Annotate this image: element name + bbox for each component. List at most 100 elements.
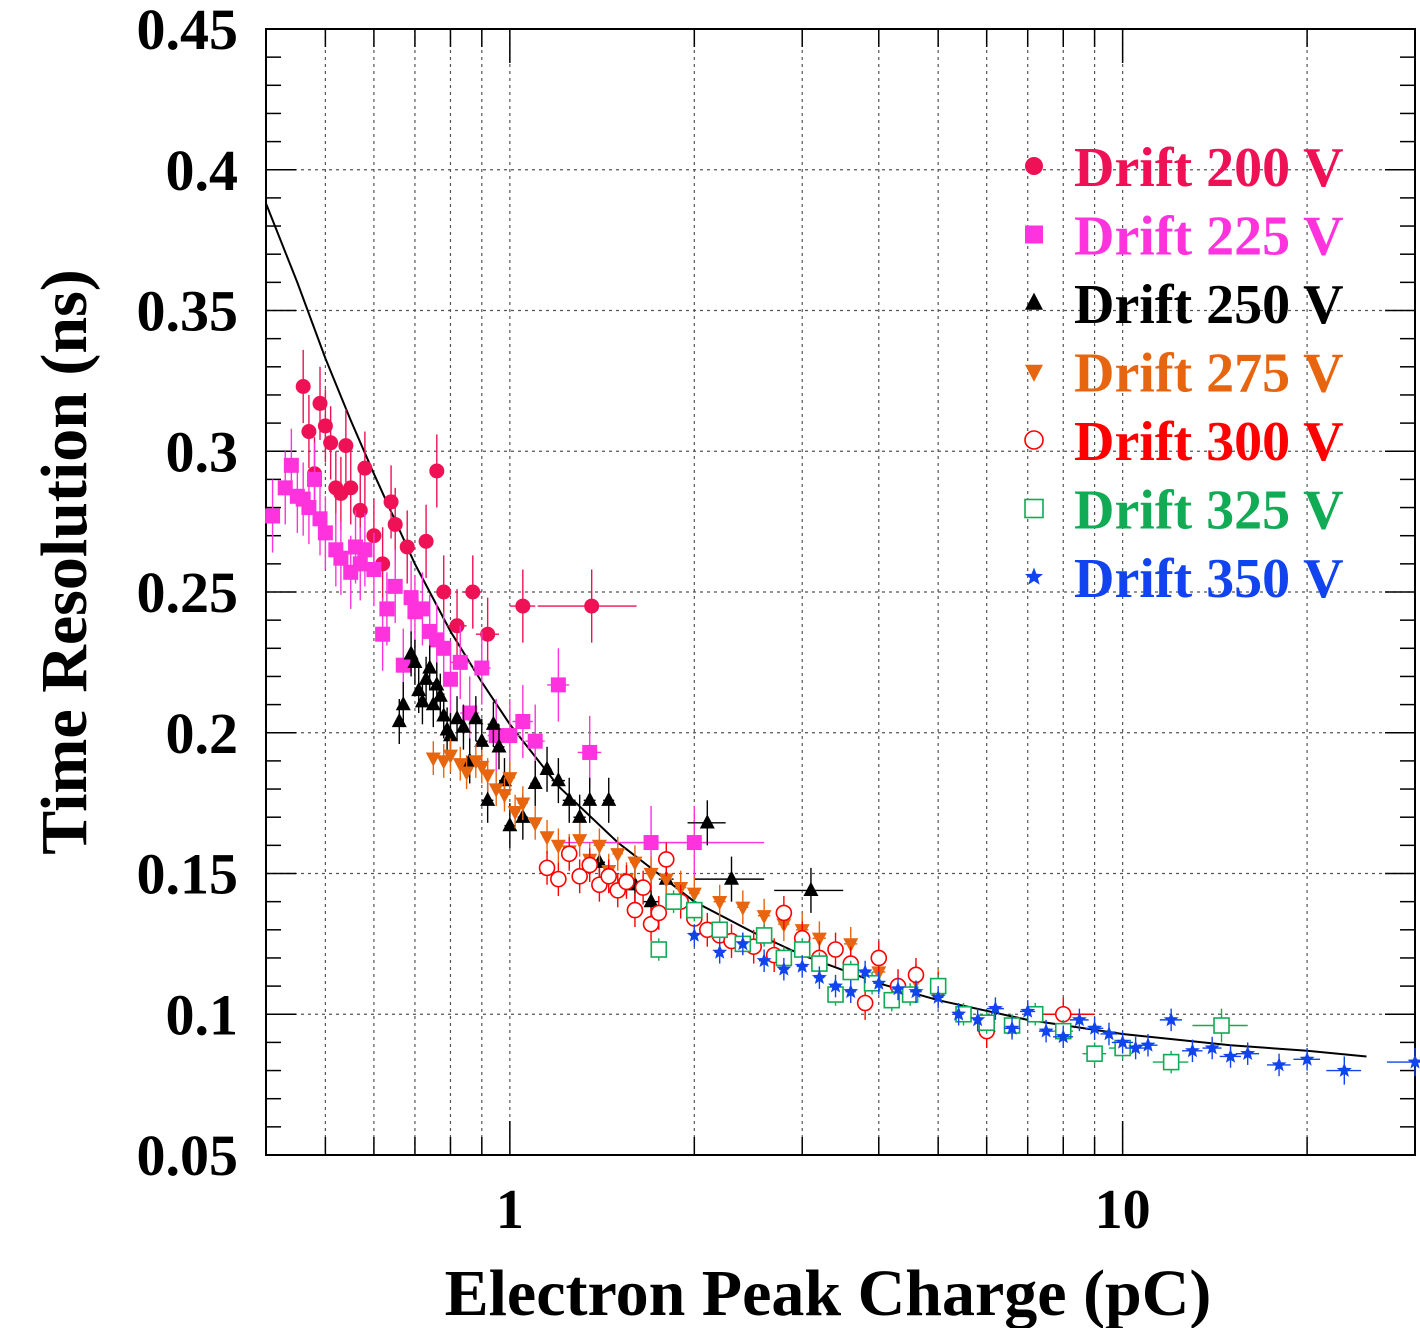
data-point [1025,500,1043,518]
legend-label: Drift 275 V [1074,343,1344,405]
data-point [396,696,411,710]
legend-item: Drift 250 V [1025,274,1344,336]
data-point [400,539,415,554]
data-point [375,627,390,642]
data-point [871,950,886,965]
data-point [551,677,566,692]
data-point [551,872,566,887]
data-point [323,435,338,450]
legend-label: Drift 300 V [1074,411,1344,473]
data-point [265,508,280,523]
data-point [419,534,434,549]
data-point [343,480,358,495]
data-point [908,967,923,982]
y-tick-label: 0.25 [137,560,239,625]
data-point [318,525,333,540]
data-point [562,792,577,806]
data-point [659,852,674,867]
legend-item: Drift 325 V [1025,480,1344,542]
y-axis-label: Time Resolution (ns) [28,269,101,855]
x-tick-label: 1 [496,1179,524,1241]
data-point [301,424,316,439]
data-point [803,882,818,896]
data-point [619,874,634,889]
data-point [540,860,555,875]
series-drift-200-v [296,350,637,671]
data-point [687,835,702,850]
x-tick-label: 10 [1095,1179,1151,1241]
data-point [474,661,489,676]
data-point [338,438,353,453]
data-point [540,761,555,775]
data-point [712,896,727,910]
x-axis-label: Electron Peak Charge (pC) [445,1257,1212,1328]
data-point [443,672,458,687]
legend-label: Drift 325 V [1074,480,1344,542]
y-tick-label: 0.45 [137,0,239,62]
data-point [1408,1054,1420,1068]
data-point [858,995,873,1010]
data-point [735,902,750,916]
data-point [651,942,666,957]
data-point [429,463,444,478]
data-point [592,840,607,854]
data-point [388,517,403,532]
data-point [357,461,372,476]
data-point [459,767,474,781]
data-point [843,965,858,980]
y-tick-label: 0.4 [166,138,239,203]
y-tick-label: 0.15 [137,842,239,907]
data-point [601,869,616,884]
data-point [828,942,843,957]
data-point [1214,1018,1229,1033]
data-point [562,846,577,861]
series-drift-325-v [651,890,1247,1073]
y-tick-label: 0.1 [166,982,239,1047]
data-point [396,658,411,673]
data-point [700,814,715,828]
data-point [666,894,681,909]
data-point [1025,431,1043,449]
data-point [384,494,399,509]
data-point [757,910,772,924]
legend-item: Drift 350 V [1025,548,1344,610]
data-point [465,585,480,600]
data-point [540,831,555,845]
data-point [333,551,348,566]
data-point [1087,1046,1102,1061]
data-point [1025,226,1043,244]
data-point [627,903,642,918]
data-point [757,928,772,943]
data-point [712,922,727,937]
y-tick-label: 0.35 [137,279,239,344]
y-tick-label: 0.3 [166,419,239,484]
data-point [687,903,702,918]
legend-item: Drift 225 V [1025,206,1344,268]
data-point [453,655,468,670]
data-point [584,599,599,614]
data-point [296,379,311,394]
data-point [502,728,517,743]
data-point [528,734,543,749]
y-tick-label: 0.2 [166,701,239,766]
data-point [1025,157,1043,175]
data-point [884,993,899,1008]
legend-label: Drift 200 V [1074,137,1344,199]
data-point [474,733,489,747]
data-point [415,601,430,616]
legend-label: Drift 225 V [1074,206,1344,268]
data-point [636,880,651,895]
data-point [515,599,530,614]
data-point [582,792,597,806]
data-point [582,745,597,760]
data-point [436,585,451,600]
data-point [776,905,791,920]
data-point [610,848,625,862]
legend-item: Drift 275 V [1025,343,1344,405]
data-point [795,942,810,957]
data-point [357,542,372,557]
data-point [601,792,616,806]
